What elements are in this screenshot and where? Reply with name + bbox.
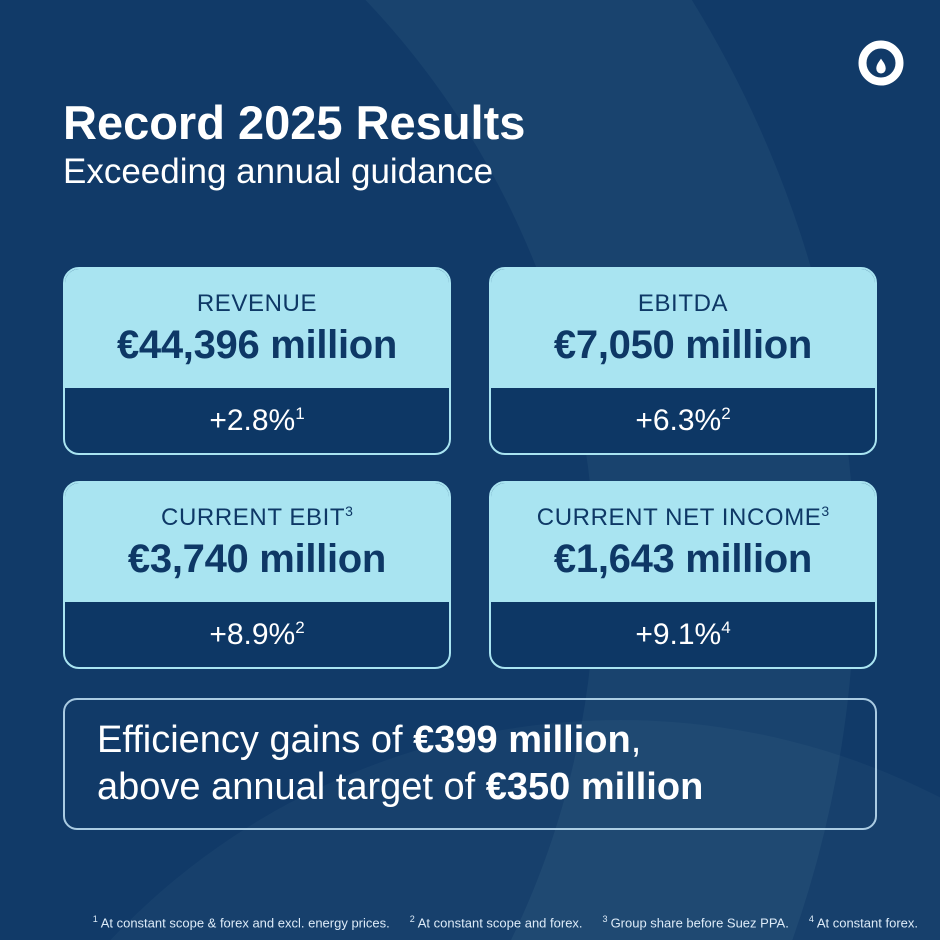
- kpi-card-grid: REVENUE €44,396 million +2.8%1 EBITDA €7…: [63, 267, 877, 669]
- kpi-change-sup: 4: [721, 617, 731, 637]
- kpi-change-row: +8.9%2: [65, 602, 449, 667]
- kpi-label: CURRENT NET INCOME3: [537, 503, 829, 532]
- veolia-logo-glyph: [858, 40, 904, 86]
- highlight-text: ,: [630, 719, 642, 761]
- page-subtitle: Exceeding annual guidance: [63, 151, 494, 191]
- kpi-change-text: +8.9%: [209, 617, 296, 651]
- veolia-logo-icon: [858, 40, 904, 86]
- footnote-text: At constant scope and forex.: [417, 915, 583, 930]
- footnote-sup: 3: [602, 913, 608, 924]
- kpi-label: CURRENT EBIT3: [161, 503, 353, 532]
- kpi-card-revenue: REVENUE €44,396 million +2.8%1: [63, 267, 451, 455]
- kpi-label-text: CURRENT EBIT: [161, 504, 346, 531]
- kpi-card-top: EBITDA €7,050 million: [491, 269, 875, 388]
- kpi-value: €7,050 million: [553, 323, 813, 367]
- kpi-card-top: CURRENT EBIT3 €3,740 million: [65, 483, 449, 602]
- title-block: Record 2025 Results Exceeding annual gui…: [63, 96, 526, 192]
- kpi-value: €1,643 million: [553, 537, 813, 581]
- kpi-change: +9.1%4: [635, 618, 730, 652]
- kpi-value: €44,396 million: [116, 323, 398, 367]
- page-title: Record 2025 Results: [63, 96, 526, 149]
- highlight-bold-value: €350 million: [485, 766, 704, 808]
- kpi-value: €3,740 million: [127, 537, 387, 581]
- highlight-line-2: above annual target of €350 million: [97, 764, 843, 811]
- kpi-change: +6.3%2: [635, 404, 730, 438]
- kpi-change-sup: 2: [721, 403, 731, 423]
- kpi-card-top: REVENUE €44,396 million: [65, 269, 449, 388]
- footnote-4: 4 At constant forex.: [809, 914, 918, 930]
- kpi-label-text: CURRENT NET INCOME: [536, 504, 822, 531]
- highlight-line-1: Efficiency gains of €399 million,: [97, 717, 843, 764]
- kpi-change-row: +6.3%2: [491, 388, 875, 453]
- kpi-change: +8.9%2: [209, 618, 304, 652]
- footnote-3: 3 Group share before Suez PPA.: [603, 914, 789, 930]
- kpi-change-text: +2.8%: [209, 403, 296, 437]
- highlight-bold-value: €399 million: [413, 719, 631, 761]
- kpi-label: REVENUE: [197, 289, 317, 318]
- kpi-card-ebitda: EBITDA €7,050 million +6.3%2: [489, 267, 877, 455]
- footnote-2: 2 At constant scope and forex.: [410, 914, 583, 930]
- footnote-1: 1 At constant scope & forex and excl. ene…: [93, 914, 390, 930]
- kpi-card-top: CURRENT NET INCOME3 €1,643 million: [491, 483, 875, 602]
- footnotes: 1 At constant scope & forex and excl. ene…: [93, 914, 918, 930]
- highlight-text: above annual target of: [97, 766, 486, 808]
- footnote-sup: 1: [92, 913, 98, 924]
- highlight-text: Efficiency gains of: [97, 719, 414, 761]
- kpi-label-text: EBITDA: [637, 290, 729, 317]
- footnote-text: Group share before Suez PPA.: [610, 915, 789, 930]
- kpi-label-sup: 3: [345, 503, 353, 519]
- kpi-label: EBITDA: [638, 289, 728, 318]
- kpi-card-current-net-income: CURRENT NET INCOME3 €1,643 million +9.1%…: [489, 481, 877, 669]
- kpi-change-row: +2.8%1: [65, 388, 449, 453]
- kpi-label-text: REVENUE: [196, 290, 318, 317]
- footnote-text: At constant scope & forex and excl. ener…: [100, 915, 390, 930]
- efficiency-highlight-box: Efficiency gains of €399 million, above …: [63, 698, 877, 830]
- kpi-label-sup: 3: [821, 503, 830, 519]
- kpi-change: +2.8%1: [209, 404, 304, 438]
- kpi-change-sup: 1: [295, 403, 305, 423]
- footnote-sup: 4: [808, 913, 814, 924]
- kpi-card-current-ebit: CURRENT EBIT3 €3,740 million +8.9%2: [63, 481, 451, 669]
- footnote-sup: 2: [409, 913, 415, 924]
- kpi-change-text: +9.1%: [635, 617, 722, 651]
- kpi-change-text: +6.3%: [635, 403, 722, 437]
- footnote-text: At constant forex.: [816, 915, 918, 930]
- kpi-change-row: +9.1%4: [491, 602, 875, 667]
- kpi-change-sup: 2: [295, 617, 305, 637]
